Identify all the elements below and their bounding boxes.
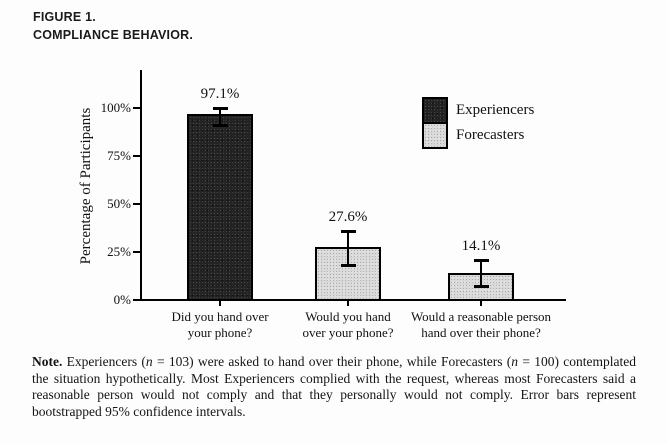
error-bar-cap-top bbox=[212, 107, 228, 110]
category-label-line: your phone? bbox=[187, 325, 253, 340]
error-bar-cap-bottom bbox=[473, 284, 489, 288]
legend-swatch-forecasters bbox=[422, 122, 448, 149]
bar-value-label: 14.1% bbox=[461, 238, 501, 255]
compliance-bar-chart: Percentage of Participants 0% 25% 50% 75% 10… bbox=[78, 70, 581, 341]
y-tick bbox=[133, 299, 140, 301]
y-tick bbox=[133, 251, 140, 253]
y-tick-label: 25% bbox=[107, 244, 131, 259]
category-label-line: over your phone? bbox=[302, 325, 394, 340]
category-label: Would a reasonable person hand over their… bbox=[381, 309, 581, 341]
note-segment: = 100) contemplated the situation hypoth… bbox=[32, 354, 636, 419]
legend-swatch-experiencers bbox=[422, 97, 448, 124]
legend: Experiencers Forecasters bbox=[422, 97, 534, 149]
error-bar-line bbox=[480, 260, 482, 286]
figure-number: FIGURE 1. bbox=[33, 10, 96, 24]
category-label-line: hand over their phone? bbox=[421, 325, 541, 340]
x-tick bbox=[219, 300, 221, 306]
note-segment: = 103) were asked to hand over their pho… bbox=[152, 354, 512, 369]
y-tick-label: 0% bbox=[113, 292, 131, 307]
bar bbox=[187, 113, 253, 301]
category-label-line: Would a reasonable person bbox=[410, 309, 552, 324]
x-tick bbox=[347, 300, 349, 306]
error-bar-line bbox=[219, 108, 221, 126]
figure-title: COMPLIANCE BEHAVIOR. bbox=[33, 28, 194, 42]
y-tick bbox=[133, 203, 140, 205]
error-bar-line bbox=[347, 230, 349, 266]
category-label-line: Did you hand over bbox=[171, 309, 269, 324]
x-tick bbox=[480, 300, 482, 306]
error-bar-cap-bottom bbox=[340, 264, 356, 268]
figure-note: Note. Experiencers (n = 103) were asked … bbox=[32, 354, 636, 420]
category-label: Would you hand over your phone? bbox=[248, 309, 448, 341]
note-segment: Note. bbox=[32, 354, 63, 369]
figure-header: FIGURE 1. COMPLIANCE BEHAVIOR. bbox=[33, 8, 193, 44]
legend-label-forecasters: Forecasters bbox=[456, 127, 525, 143]
y-axis-line bbox=[140, 70, 142, 301]
y-tick-label: 100% bbox=[100, 100, 131, 115]
error-bar-cap-top bbox=[340, 229, 356, 233]
legend-item-forecasters: Forecasters bbox=[422, 122, 534, 149]
y-tick bbox=[133, 155, 140, 157]
note-segment: n bbox=[145, 354, 153, 369]
note-segment: Experiencers ( bbox=[62, 354, 146, 369]
y-tick bbox=[133, 107, 140, 109]
legend-label-experiencers: Experiencers bbox=[456, 102, 535, 118]
y-tick-label: 75% bbox=[107, 148, 131, 163]
bar-value-label: 27.6% bbox=[328, 208, 368, 225]
note-segment: n bbox=[511, 354, 519, 369]
legend-item-experiencers: Experiencers bbox=[422, 97, 534, 124]
error-bar-cap-top bbox=[473, 259, 489, 263]
bar-value-label: 97.1% bbox=[200, 86, 240, 102]
category-label: Did you hand over your phone? bbox=[120, 309, 320, 341]
y-tick-label: 50% bbox=[107, 196, 131, 211]
error-bar-cap-bottom bbox=[212, 124, 228, 128]
category-label-line: Would you hand bbox=[305, 309, 391, 324]
